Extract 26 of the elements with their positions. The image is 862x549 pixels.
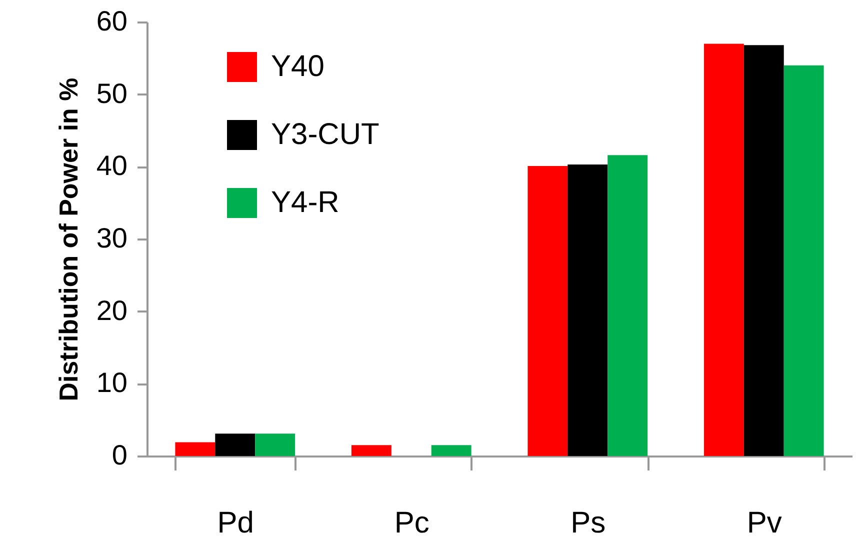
legend-label: Y40 [271, 50, 324, 83]
bar [351, 445, 392, 456]
y-tick-label: 0 [112, 440, 128, 470]
x-tick-label: Ps [570, 506, 606, 540]
legend-label: Y4-R [271, 186, 340, 219]
y-tick-label: 40 [96, 150, 128, 182]
bar [744, 45, 784, 456]
x-tick-label: Pv [746, 506, 782, 540]
y-tick-label: 60 [96, 6, 128, 36]
bar [215, 434, 256, 456]
bar [568, 164, 608, 456]
y-tick-label: 30 [96, 222, 128, 254]
bar [255, 434, 296, 456]
y-tick-label: 50 [96, 78, 128, 109]
bar [784, 65, 824, 456]
y-tick-label: 20 [96, 294, 128, 326]
bar [431, 445, 472, 456]
legend-label: Y3-CUT [271, 118, 380, 151]
bar [608, 155, 648, 456]
x-tick-label: Pd [217, 506, 254, 540]
y-axis-title: Distribution of Power in % [53, 78, 84, 402]
x-tick-label: Pc [394, 506, 430, 540]
y-tick-label: 10 [96, 367, 128, 398]
bar [175, 442, 216, 456]
bar [704, 44, 744, 456]
bar [528, 166, 568, 456]
